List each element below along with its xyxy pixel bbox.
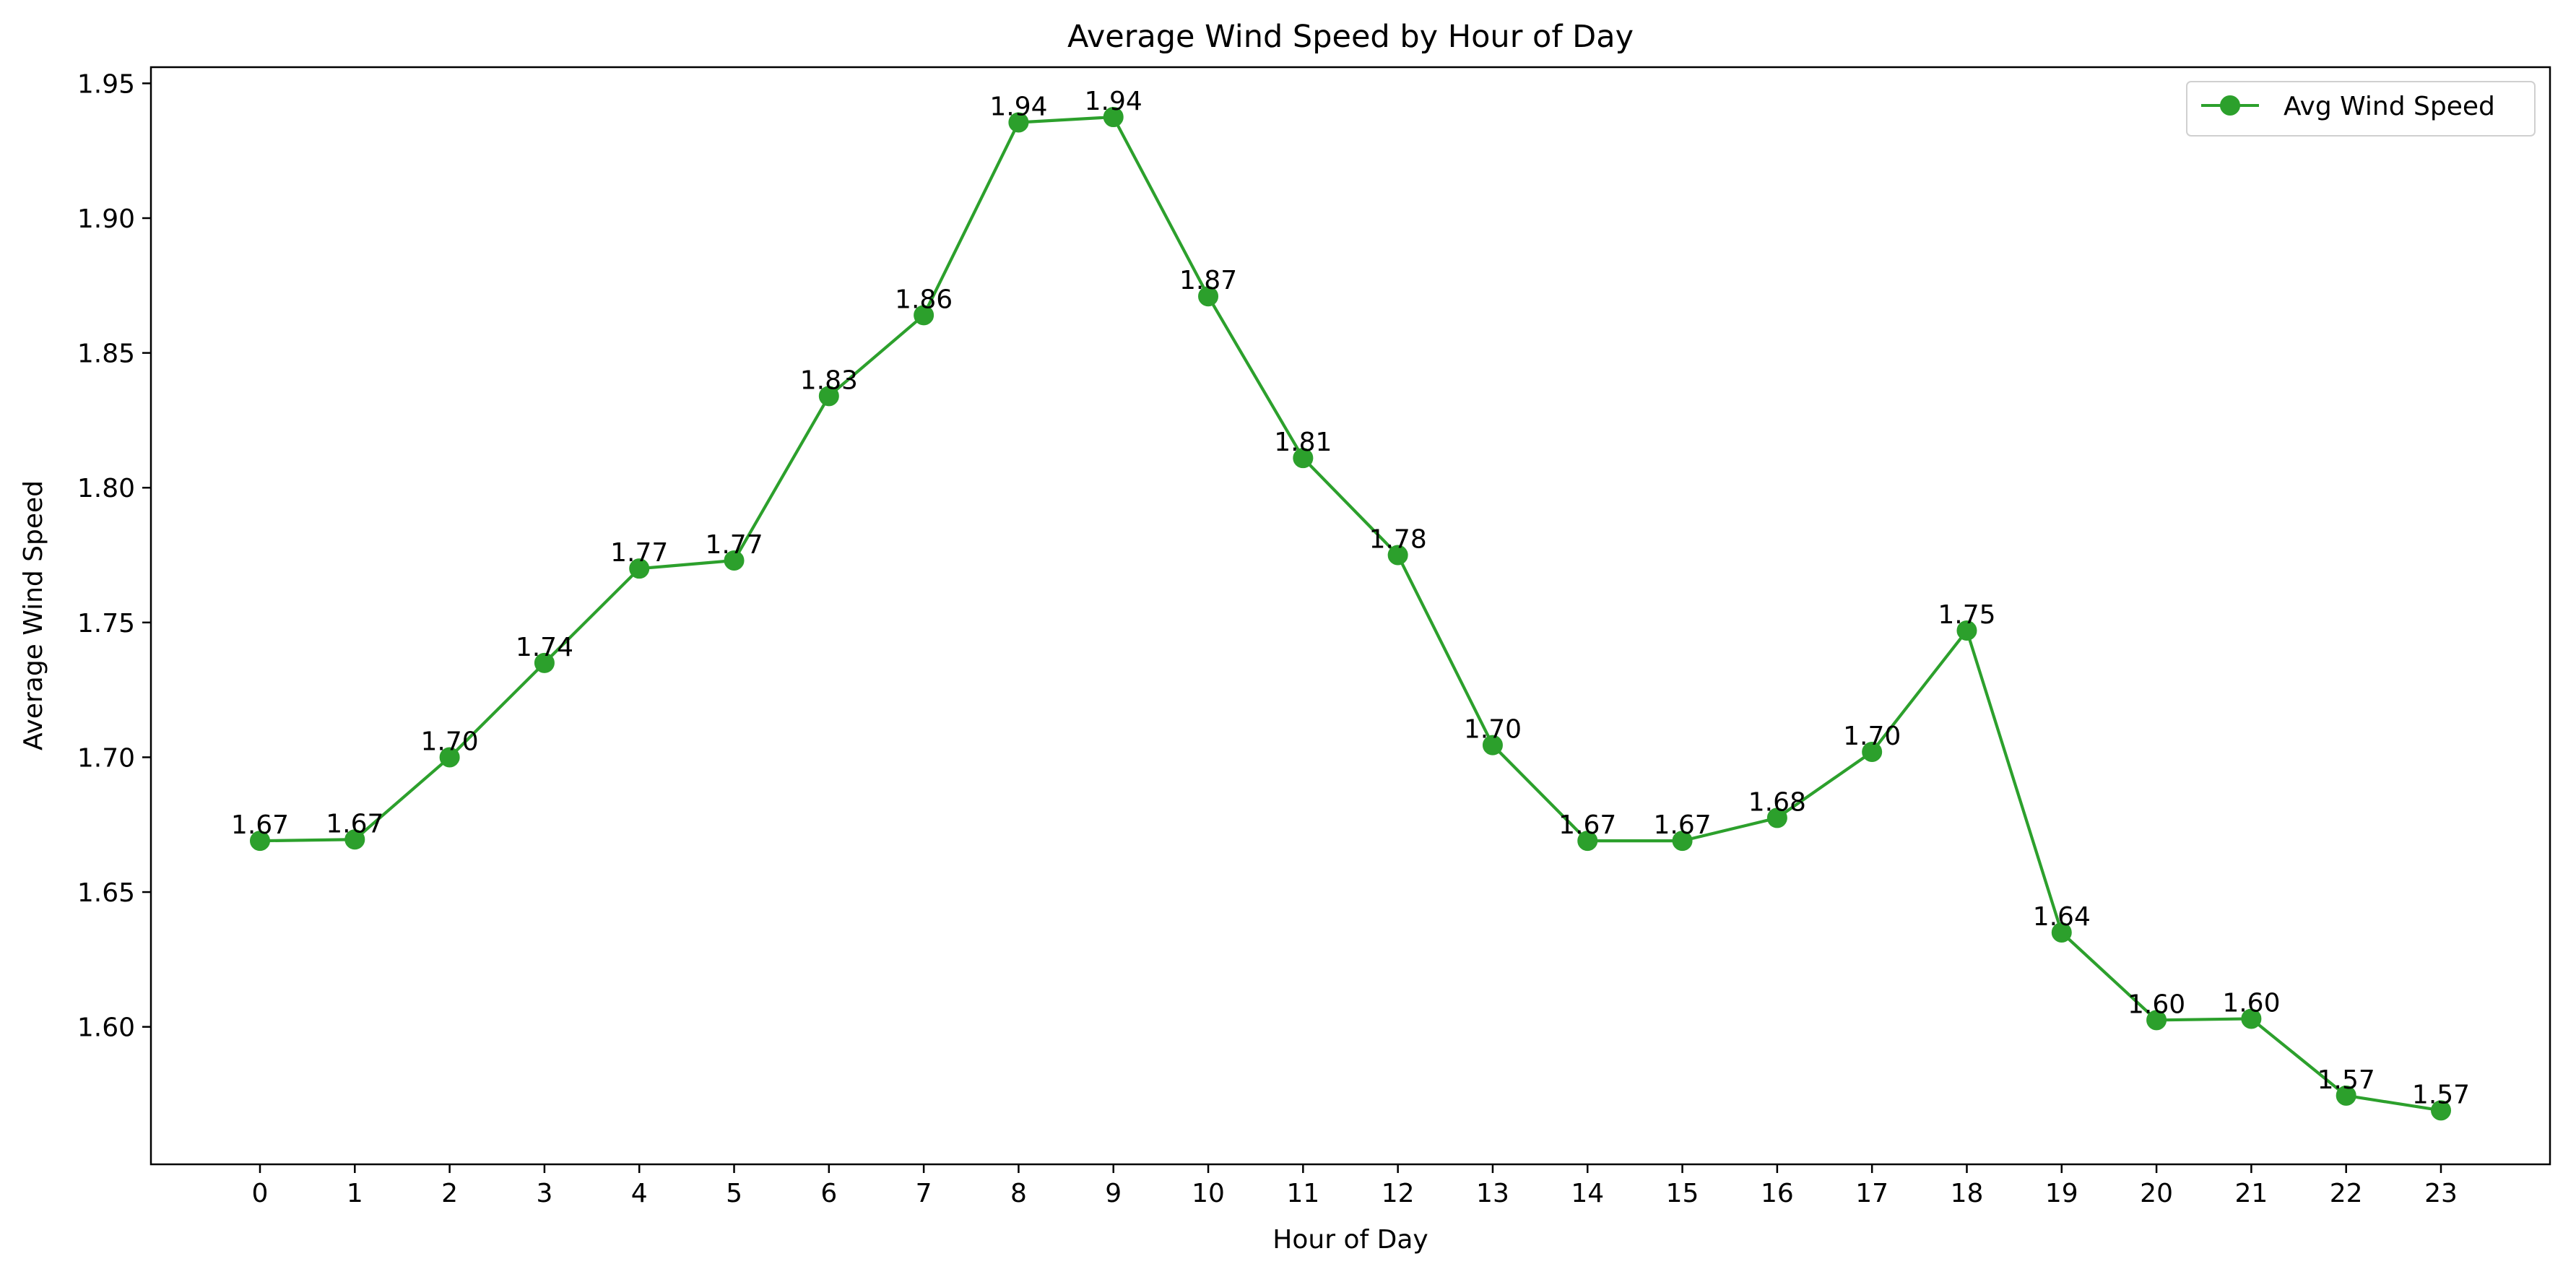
data-label: 1.75: [1938, 600, 1995, 630]
y-tick-label: 1.70: [77, 743, 135, 773]
data-label: 1.77: [610, 538, 668, 568]
chart-title: Average Wind Speed by Hour of Day: [1067, 19, 1634, 55]
x-tick-label: 8: [1010, 1179, 1027, 1208]
y-tick-label: 1.85: [77, 339, 135, 369]
legend: Avg Wind Speed: [2186, 81, 2536, 137]
legend-marker: [2220, 95, 2240, 116]
y-tick-label: 1.90: [77, 204, 135, 234]
data-label: 1.60: [2222, 988, 2280, 1018]
x-tick-label: 1: [347, 1179, 363, 1208]
x-tick-label: 18: [1951, 1179, 1984, 1208]
data-point: [914, 305, 934, 326]
data-point: [818, 386, 839, 407]
data-point: [1862, 741, 1883, 762]
x-tick-label: 7: [916, 1179, 932, 1208]
data-point: [534, 652, 555, 673]
data-point: [724, 550, 745, 571]
data-label: 1.57: [2317, 1065, 2375, 1095]
data-point: [2051, 922, 2072, 943]
y-tick-label: 1.95: [77, 69, 135, 99]
data-point: [439, 747, 460, 768]
x-tick-label: 23: [2424, 1179, 2458, 1208]
data-point: [1766, 808, 1787, 828]
data-label: 1.94: [1085, 87, 1142, 116]
y-axis-ticks: 1.60 1.65 1.70 1.75 1.80 1.85 1.90 1.95: [77, 69, 151, 1043]
data-point: [1482, 735, 1503, 756]
data-point: [1008, 112, 1029, 133]
x-tick-label: 21: [2234, 1179, 2268, 1208]
data-label: 1.87: [1179, 266, 1237, 295]
data-point: [2241, 1008, 2262, 1029]
data-label: 1.67: [326, 809, 383, 839]
data-label: 1.86: [895, 285, 953, 314]
data-labels-layer: 1.67 1.67 1.70 1.74 1.77 1.77 1.83 1.86 1.94 1.94…: [231, 87, 2470, 1109]
data-label: 1.70: [1464, 715, 1522, 745]
y-axis-title: Average Wind Speed: [19, 480, 48, 750]
data-point: [1293, 448, 1314, 469]
x-tick-label: 16: [1761, 1179, 1794, 1208]
data-point: [250, 831, 270, 852]
series-layer: [250, 107, 2451, 1121]
data-label: 1.70: [1843, 722, 1901, 751]
data-label: 1.70: [421, 727, 479, 756]
legend-frame: [2186, 81, 2536, 137]
x-tick-label: 0: [252, 1179, 269, 1208]
x-tick-label: 20: [2140, 1179, 2173, 1208]
x-tick-label: 6: [820, 1179, 837, 1208]
data-point: [2431, 1100, 2451, 1121]
data-label: 1.60: [2128, 990, 2185, 1019]
x-tick-label: 19: [2045, 1179, 2078, 1208]
x-tick-label: 3: [536, 1179, 552, 1208]
data-point: [1387, 545, 1408, 566]
data-label: 1.78: [1369, 525, 1427, 555]
x-tick-label: 17: [1855, 1179, 1888, 1208]
data-label: 1.68: [1748, 787, 1806, 817]
y-tick-label: 1.65: [77, 878, 135, 908]
data-point: [1103, 107, 1124, 128]
x-tick-label: 9: [1105, 1179, 1122, 1208]
x-tick-label: 2: [441, 1179, 458, 1208]
x-tick-label: 14: [1571, 1179, 1604, 1208]
data-point: [1198, 286, 1219, 307]
x-tick-label: 10: [1192, 1179, 1225, 1208]
x-tick-label: 12: [1382, 1179, 1415, 1208]
data-label: 1.57: [2412, 1080, 2470, 1109]
data-label: 1.64: [2033, 902, 2091, 932]
data-label: 1.83: [800, 365, 858, 395]
data-label: 1.94: [989, 92, 1047, 122]
data-point: [1956, 620, 1977, 641]
y-tick-label: 1.60: [77, 1013, 135, 1043]
data-label: 1.67: [1653, 810, 1711, 840]
x-tick-label: 13: [1476, 1179, 1509, 1208]
data-label: 1.77: [705, 530, 763, 560]
y-tick-label: 1.80: [77, 474, 135, 503]
data-point: [2336, 1085, 2356, 1106]
legend-label: Avg Wind Speed: [2284, 92, 2495, 121]
data-point: [1577, 831, 1598, 852]
x-axis-title: Hour of Day: [1272, 1225, 1428, 1255]
series-line: [258, 115, 2443, 1112]
data-point: [629, 558, 650, 579]
data-point: [2146, 1010, 2167, 1031]
data-point: [344, 829, 365, 850]
plot-area-frame: [149, 66, 2551, 1166]
x-tick-label: 11: [1286, 1179, 1319, 1208]
y-tick-label: 1.75: [77, 609, 135, 638]
data-label: 1.67: [231, 810, 289, 840]
data-label: 1.81: [1274, 428, 1332, 457]
x-tick-label: 4: [631, 1179, 648, 1208]
x-axis-ticks: 0 1 2 3 4 5 6 7 8 9 10 11 12 13 14 15 16 17 18 19 20 21 22 23: [252, 1164, 2458, 1208]
data-label: 1.74: [516, 633, 573, 662]
x-tick-label: 22: [2330, 1179, 2363, 1208]
data-point: [1672, 831, 1693, 852]
x-tick-label: 5: [726, 1179, 742, 1208]
data-label: 1.67: [1558, 810, 1616, 840]
x-tick-label: 15: [1666, 1179, 1699, 1208]
